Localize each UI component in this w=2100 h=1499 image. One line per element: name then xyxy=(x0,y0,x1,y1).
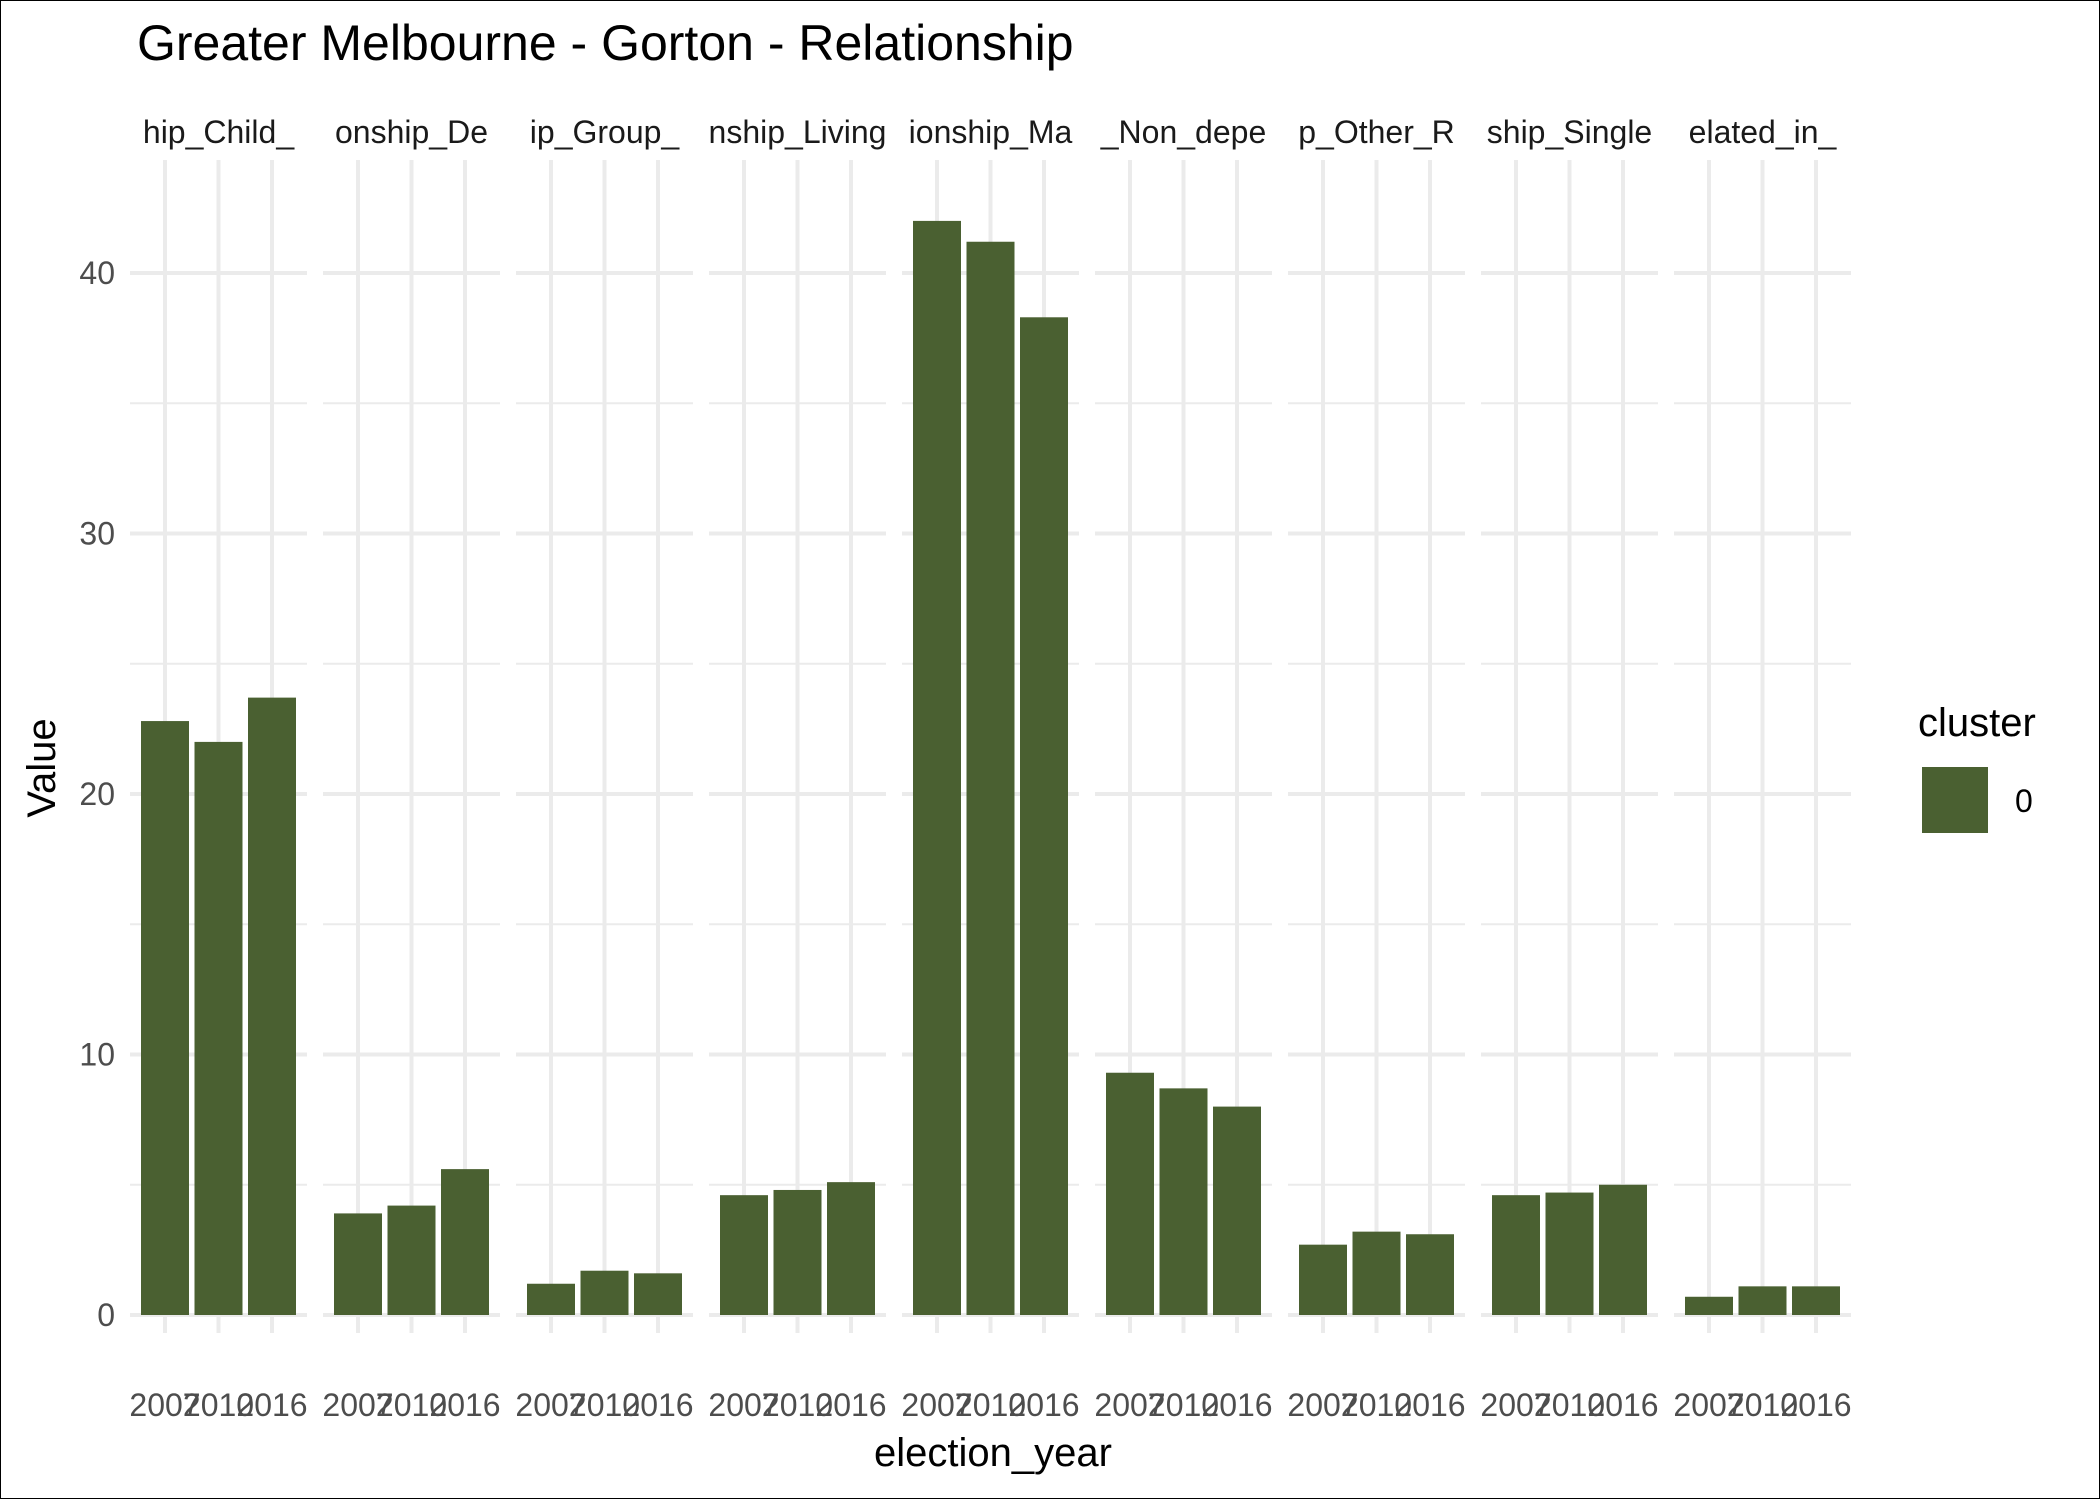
facet-strip-label: elated_in_ xyxy=(1689,114,1838,150)
bar xyxy=(1020,317,1068,1315)
legend-title: cluster xyxy=(1918,701,2036,745)
bar xyxy=(1352,1231,1401,1315)
bar xyxy=(827,1182,875,1315)
x-tick-label: 2010 xyxy=(569,1387,640,1423)
y-axis: 0 10 20 30 40 xyxy=(79,255,115,1333)
bar xyxy=(1406,1234,1454,1315)
x-tick-label: 2010 xyxy=(1341,1387,1412,1423)
bar xyxy=(1299,1244,1347,1315)
x-tick-label: 2016 xyxy=(1394,1387,1465,1423)
bar xyxy=(1792,1286,1840,1315)
x-tick-label: 2010 xyxy=(1148,1387,1219,1423)
y-tick-label: 20 xyxy=(79,776,115,812)
chart-title: Greater Melbourne - Gorton - Relationshi… xyxy=(137,15,1074,71)
y-tick-label: 10 xyxy=(79,1037,115,1073)
x-tick-label: 2010 xyxy=(1534,1387,1605,1423)
x-tick-label: 2007 xyxy=(901,1387,972,1423)
bar xyxy=(441,1169,489,1315)
bar xyxy=(580,1270,629,1315)
bar xyxy=(1599,1184,1647,1315)
legend-label-0: 0 xyxy=(2015,783,2033,819)
x-tick-label: 2007 xyxy=(129,1387,200,1423)
bar xyxy=(527,1283,575,1315)
legend: cluster 0 xyxy=(1918,701,2036,833)
x-tick-label: 2016 xyxy=(622,1387,693,1423)
facet-panels: hip_Child_200720102016onship_De200720102… xyxy=(129,114,1851,1423)
legend-key-0 xyxy=(1922,767,1988,833)
bar xyxy=(194,741,243,1315)
x-tick-label: 2007 xyxy=(708,1387,779,1423)
x-tick-label: 2010 xyxy=(183,1387,254,1423)
facet-strip-label: onship_De xyxy=(335,114,488,150)
x-tick-label: 2007 xyxy=(515,1387,586,1423)
bar xyxy=(1159,1088,1208,1315)
x-tick-label: 2010 xyxy=(955,1387,1026,1423)
bar xyxy=(141,721,189,1315)
x-tick-label: 2016 xyxy=(429,1387,500,1423)
bar xyxy=(1492,1195,1540,1315)
x-tick-label: 2016 xyxy=(815,1387,886,1423)
bar xyxy=(634,1273,682,1315)
y-tick-label: 40 xyxy=(79,255,115,291)
facet-strip-label: nship_Living xyxy=(709,114,887,150)
x-tick-label: 2007 xyxy=(322,1387,393,1423)
bar xyxy=(913,220,961,1315)
facet-strip-label: p_Other_R xyxy=(1298,114,1455,150)
bar xyxy=(1545,1192,1594,1315)
bar xyxy=(773,1189,822,1315)
x-tick-label: 2010 xyxy=(762,1387,833,1423)
x-tick-label: 2010 xyxy=(1727,1387,1798,1423)
x-tick-label: 2007 xyxy=(1673,1387,1744,1423)
bar xyxy=(1213,1106,1261,1315)
bar xyxy=(1738,1286,1787,1315)
bar xyxy=(1685,1296,1733,1315)
facet-strip-label: ship_Single xyxy=(1487,114,1652,150)
y-tick-label: 0 xyxy=(97,1297,115,1333)
x-tick-label: 2016 xyxy=(1201,1387,1272,1423)
facet-strip-label: _Non_depe xyxy=(1100,114,1266,150)
x-tick-label: 2007 xyxy=(1287,1387,1358,1423)
x-tick-label: 2016 xyxy=(236,1387,307,1423)
x-tick-label: 2016 xyxy=(1008,1387,1079,1423)
x-axis-title: election_year xyxy=(874,1431,1112,1475)
facet-strip-label: hip_Child_ xyxy=(143,114,295,150)
y-tick-label: 30 xyxy=(79,516,115,552)
y-axis-title: Value xyxy=(20,718,64,817)
x-tick-label: 2007 xyxy=(1480,1387,1551,1423)
bar xyxy=(387,1205,436,1315)
facet-strip-label: ip_Group_ xyxy=(530,114,681,150)
x-tick-label: 2010 xyxy=(376,1387,447,1423)
x-tick-label: 2016 xyxy=(1780,1387,1851,1423)
bar xyxy=(966,241,1015,1316)
bar xyxy=(720,1195,768,1315)
facet-strip-label: ionship_Ma xyxy=(909,114,1073,150)
bar xyxy=(1106,1072,1154,1315)
bar xyxy=(248,697,296,1315)
x-tick-label: 2007 xyxy=(1094,1387,1165,1423)
x-tick-label: 2016 xyxy=(1587,1387,1658,1423)
bar xyxy=(334,1213,382,1315)
